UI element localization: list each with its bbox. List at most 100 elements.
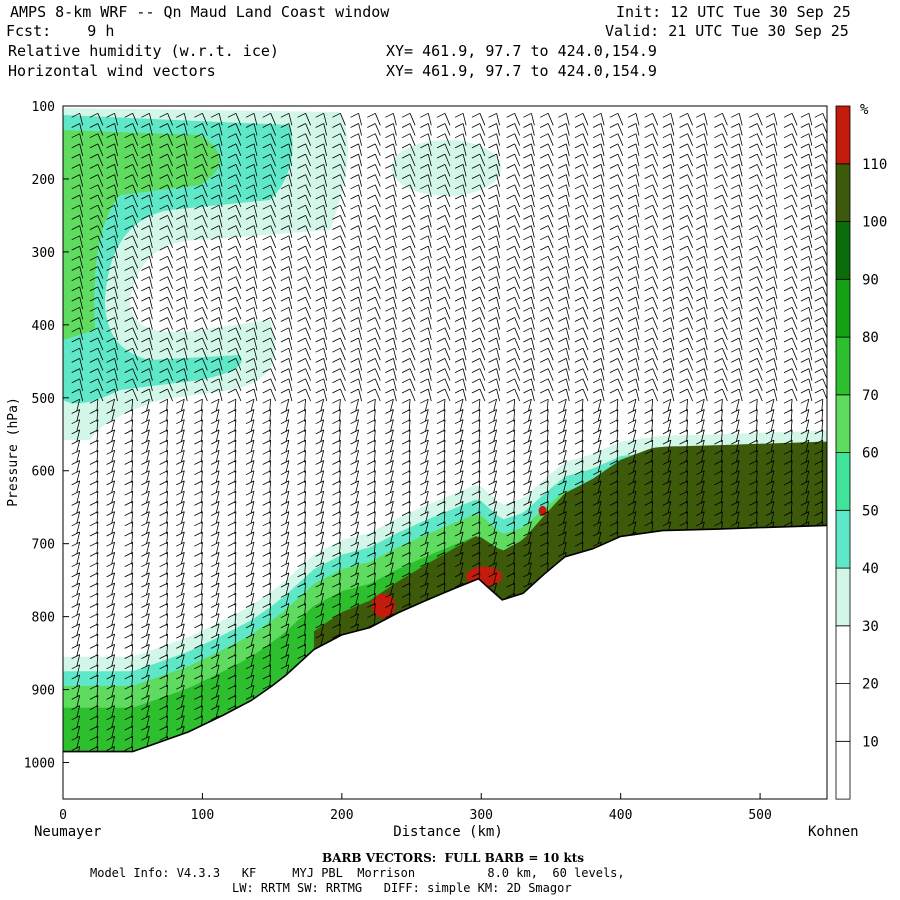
wind-barb-shaft <box>201 572 203 585</box>
wind-barb-shaft <box>166 419 168 432</box>
wind-barb-flag <box>106 592 115 598</box>
wind-barb-flag <box>814 184 823 190</box>
colorbar-swatch <box>835 221 851 280</box>
wind-barb-shaft <box>756 266 763 279</box>
wind-barb-flag <box>662 306 672 312</box>
wind-barb-flag <box>176 174 185 179</box>
wind-barb-flag <box>315 511 324 516</box>
wind-barb-flag <box>574 398 584 404</box>
wind-barb-shaft <box>531 164 535 177</box>
wind-barb-shaft <box>443 491 446 504</box>
wind-barb-flag <box>558 153 567 159</box>
wind-barb-shaft <box>443 460 446 473</box>
wind-barb-flag <box>644 317 653 322</box>
wind-barb-flag <box>124 378 133 384</box>
wind-barb-shaft <box>96 695 99 708</box>
wind-barb-flag <box>89 521 99 527</box>
wind-barb-flag <box>471 204 481 210</box>
wind-barb-shaft <box>76 593 81 606</box>
wind-barb-flag <box>194 460 203 465</box>
wind-barb-flag <box>662 419 672 425</box>
barb-column <box>420 112 432 606</box>
wind-barb-shaft <box>390 440 394 453</box>
wind-barb-flag <box>89 215 99 220</box>
wind-barb-flag <box>367 490 376 496</box>
wind-barb-shaft <box>180 562 185 575</box>
wind-barb-flag <box>800 470 810 476</box>
wind-barb-flag <box>714 317 723 322</box>
wind-barb-flag <box>471 429 481 435</box>
wind-barb-flag <box>679 225 688 230</box>
wind-barb-shaft <box>443 562 446 575</box>
wind-barb-flag <box>245 112 255 118</box>
wind-barb-flag <box>800 174 810 179</box>
wind-barb-shaft <box>722 256 728 269</box>
wind-barb-shaft <box>304 623 306 636</box>
wind-barb-shaft <box>462 297 467 310</box>
wind-barb-shaft <box>304 491 306 504</box>
wind-barb-flag <box>420 368 429 373</box>
wind-barb-shaft <box>651 491 654 504</box>
wind-barb-shaft <box>131 603 134 616</box>
wind-barb-shaft <box>427 205 432 218</box>
wind-barb-flag <box>696 398 705 404</box>
wind-barb-shaft <box>443 511 446 524</box>
wind-barb-flag <box>367 164 376 169</box>
wind-barb-flag <box>471 296 481 302</box>
wind-barb-flag <box>488 531 497 537</box>
wind-barb-shaft <box>703 235 708 248</box>
wind-barb-shaft <box>821 440 824 453</box>
wind-barb-shaft <box>201 501 203 514</box>
wind-barb-shaft <box>96 654 99 667</box>
wind-barb-shaft <box>305 256 311 269</box>
wind-barb-flag <box>124 133 133 139</box>
wind-barb-shaft <box>76 623 81 636</box>
wind-barb-flag <box>262 398 271 404</box>
wind-barb-shaft <box>514 205 521 218</box>
wind-barb-flag <box>436 133 446 139</box>
wind-barb-flag <box>731 123 740 128</box>
wind-barb-flag <box>280 501 290 506</box>
wind-barb-shaft <box>114 348 118 361</box>
y-tick-label: 900 <box>32 684 55 699</box>
wind-barb-shaft <box>235 133 242 146</box>
wind-barb-flag <box>420 153 429 159</box>
wind-barb-shaft <box>808 388 813 402</box>
wind-barb-flag <box>176 725 185 731</box>
wind-barb-shaft <box>218 286 223 299</box>
wind-barb-shaft <box>424 470 429 483</box>
wind-barb-shaft <box>738 348 743 361</box>
wind-barb-shaft <box>96 552 99 565</box>
wind-barb-shaft <box>131 531 134 545</box>
wind-barb-shaft <box>547 123 554 136</box>
wind-barb-flag <box>731 255 740 261</box>
wind-barb-flag <box>262 235 271 241</box>
wind-barb-flag <box>280 572 290 578</box>
wind-barb-shaft <box>111 746 115 752</box>
wind-barb-flag <box>644 153 653 159</box>
wind-barb-shaft <box>358 184 362 197</box>
wind-barb-shaft <box>253 276 258 289</box>
wind-barb-shaft <box>323 246 328 259</box>
wind-barb-flag <box>210 695 220 700</box>
wind-barb-shaft <box>632 501 637 514</box>
wind-barb-shaft <box>562 521 567 534</box>
wind-barb-flag <box>523 347 532 353</box>
wind-barb-shaft <box>97 133 104 146</box>
wind-barb-flag <box>350 613 359 619</box>
wind-barb-flag <box>783 501 793 506</box>
wind-barb-flag <box>297 204 306 210</box>
wind-barb-flag <box>297 592 306 598</box>
wind-barb-shaft <box>234 460 237 473</box>
wind-barb-flag <box>540 419 549 425</box>
wind-barb-flag <box>210 317 220 322</box>
wind-barb-flag <box>89 378 99 384</box>
wind-barb-shaft <box>427 215 432 228</box>
wind-barb-shaft <box>149 286 153 299</box>
wind-barb-flag <box>71 286 80 292</box>
wind-barb-shaft <box>166 634 168 647</box>
wind-barb-flag <box>558 276 567 282</box>
wind-barb-shaft <box>253 307 258 320</box>
wind-barb-shaft <box>791 215 798 228</box>
